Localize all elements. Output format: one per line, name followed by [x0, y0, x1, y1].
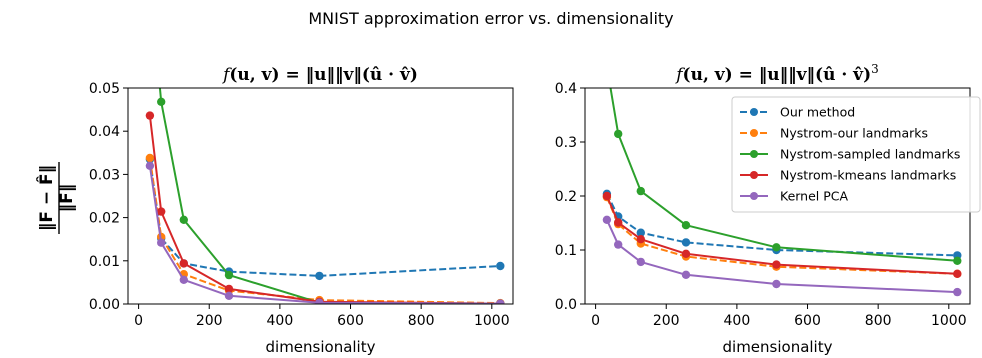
plot-title-args: (u, v) = ‖u‖‖v‖(û · v̂) [229, 65, 418, 85]
x-tick-label: 400 [267, 313, 294, 329]
x-tick-label: 800 [408, 313, 435, 329]
data-point [637, 235, 645, 243]
data-point [772, 280, 780, 288]
y-tick-label: 0.0 [555, 297, 577, 313]
y-axis-label: ‖F − F̂‖ ‖F‖ [36, 162, 77, 234]
plot-title-exponent: 3 [871, 62, 879, 76]
data-point [603, 192, 611, 200]
legend-marker [750, 171, 758, 179]
x-tick-label: 600 [337, 313, 364, 329]
x-tick-label: 1000 [931, 313, 967, 329]
x-tick-label: 0 [134, 313, 143, 329]
data-point [146, 154, 154, 162]
legend-marker [750, 150, 758, 158]
series-line-our-method [150, 159, 500, 276]
x-tick-label: 600 [794, 313, 821, 329]
y-tick-label: 0.04 [89, 124, 120, 140]
legend-marker [750, 192, 758, 200]
series-line-nystrom-our-landmarks [150, 158, 500, 303]
data-point [603, 62, 611, 70]
legend: Our method Nystrom-our landmarks Nystrom-s… [732, 97, 980, 212]
data-point [772, 260, 780, 268]
data-point [614, 218, 622, 226]
legend-marker [750, 108, 758, 116]
y-tick-label: 0.00 [89, 297, 120, 313]
data-point [682, 221, 690, 229]
data-point [146, 111, 154, 119]
data-point [180, 259, 188, 267]
y-tick-label: 0.03 [89, 167, 120, 183]
legend-label: Nystrom-our landmarks [780, 126, 928, 141]
x-tick-label: 1000 [474, 313, 510, 329]
series-line-nystrom-sampled-landmarks [150, 0, 500, 304]
data-point [315, 272, 323, 280]
y-tick-label: 0.01 [89, 254, 120, 270]
x-tick-label: 800 [865, 313, 892, 329]
legend-marker [750, 129, 758, 137]
plot-title: f(u, v) = ‖u‖‖v‖(û · v̂)3 [674, 62, 879, 85]
data-point [637, 187, 645, 195]
data-point [146, 162, 154, 170]
data-point [772, 243, 780, 251]
data-point [225, 271, 233, 279]
x-tick-label: 200 [653, 313, 680, 329]
data-point [682, 250, 690, 258]
data-point [496, 262, 504, 270]
data-point [614, 240, 622, 248]
data-point [953, 257, 961, 265]
y-tick-label: 0.3 [555, 135, 577, 151]
plot-title: f(u, v) = ‖u‖‖v‖(û · v̂) [221, 65, 418, 85]
y-tick-label: 0.2 [555, 189, 577, 205]
data-point [157, 207, 165, 215]
plot-title-args: (u, v) = ‖u‖‖v‖(û · v̂) [683, 65, 872, 85]
data-point [682, 271, 690, 279]
legend-label: Our method [780, 105, 855, 120]
plot-left: f(u, v) = ‖u‖‖v‖(û · v̂) 0 200 400 600 800 100… [89, 0, 513, 356]
legend-label: Kernel PCA [780, 189, 849, 204]
data-point [682, 238, 690, 246]
data-point [157, 239, 165, 247]
data-point [603, 216, 611, 224]
legend-label: Nystrom-kmeans landmarks [780, 168, 956, 183]
x-axis-label: dimensionality [266, 338, 376, 356]
data-point [637, 258, 645, 266]
legend-label: Nystrom-sampled landmarks [780, 147, 960, 162]
series-line-kernel-pca [150, 166, 500, 304]
data-point [315, 299, 323, 307]
data-point [614, 130, 622, 138]
figure-title: MNIST approximation error vs. dimensiona… [308, 9, 673, 28]
series-group [146, 0, 505, 308]
y-tick-label: 0.05 [89, 81, 120, 97]
y-tick-label: 0.1 [555, 243, 577, 259]
data-point [225, 292, 233, 300]
y-label-numerator: ‖F − F̂‖ [36, 165, 57, 231]
x-tick-label: 200 [196, 313, 223, 329]
y-label-denominator: ‖F‖ [57, 184, 77, 213]
data-point [180, 216, 188, 224]
x-tick-label: 400 [724, 313, 751, 329]
data-point [180, 276, 188, 284]
data-point [953, 288, 961, 296]
y-tick-label: 0.02 [89, 211, 120, 227]
x-tick-label: 0 [591, 313, 600, 329]
data-point [953, 270, 961, 278]
y-tick-label: 0.4 [555, 81, 577, 97]
data-point [157, 98, 165, 106]
x-axis-label: dimensionality [723, 338, 833, 356]
